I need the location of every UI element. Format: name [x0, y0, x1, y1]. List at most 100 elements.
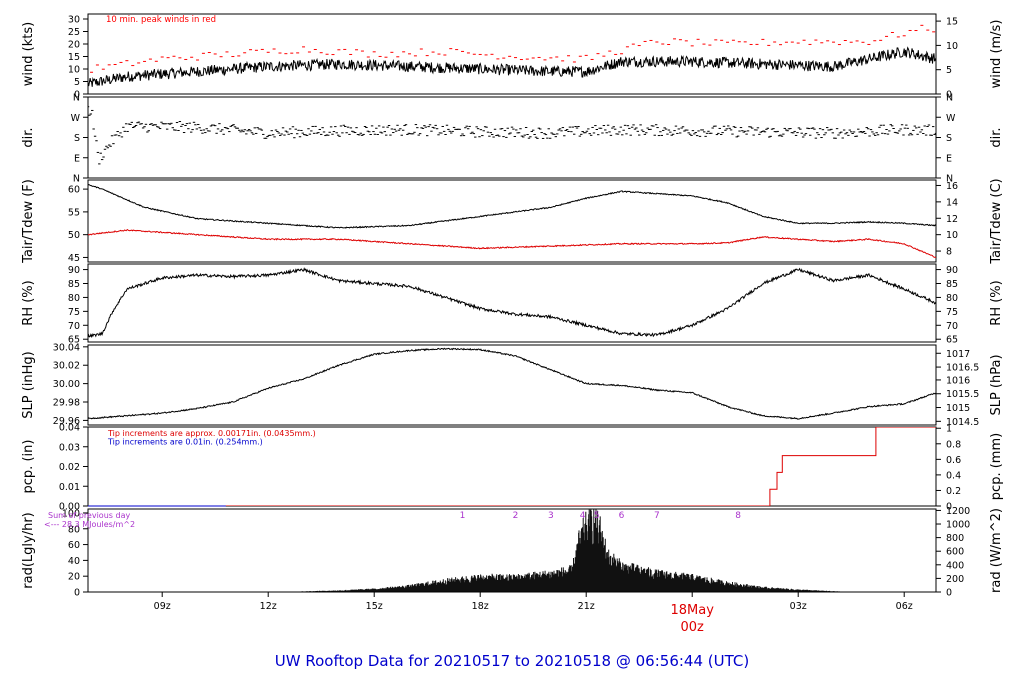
- rad-right-tick-label: 1200: [946, 506, 970, 517]
- pcp-right-tick-label: 1: [946, 424, 952, 435]
- pcp-right-tick-label: 0: [946, 502, 952, 513]
- rh-frame: [87, 263, 937, 343]
- rad-right-tick-label: 600: [946, 547, 964, 558]
- radiation-event-marker: 6: [619, 511, 625, 521]
- rad-ylabel-left: rad(Lgly/hr): [21, 512, 36, 588]
- slp-left-tick-label: 30.02: [53, 361, 80, 372]
- panel-rad: 020406080100020040060080010001200rad(Lgl…: [21, 506, 1004, 599]
- rh-left-tick-label: 70: [68, 321, 80, 332]
- pcp-ylabel-right: pcp. (mm): [989, 433, 1004, 500]
- rad-right-tick-label: 400: [946, 560, 964, 571]
- panel-pcp: 0.00 0.01 0.02 0.03 0.04 0 0.2 0.4 0.6 0.8 1 pcp. (…: [21, 423, 1004, 513]
- chart-title: UW Rooftop Data for 20210517 to 20210518…: [275, 652, 749, 670]
- pcp-ylabel-left: pcp. (in): [21, 440, 36, 494]
- rh-left-tick-label: 80: [68, 293, 80, 304]
- temp-left-tick-label: 50: [68, 230, 80, 241]
- rad-ylabel-right: rad (W/m^2): [989, 508, 1004, 593]
- wind-left-tick-label: 10: [68, 65, 80, 76]
- date-marker-label: 18May: [670, 603, 714, 618]
- radiation-event-marker: 8: [735, 511, 741, 521]
- x-tick-label: 06z: [896, 601, 913, 612]
- rh-right-tick-label: 85: [946, 279, 958, 290]
- wind-left-tick-label: 15: [68, 52, 80, 63]
- temp-right-tick-label: 14: [946, 197, 958, 208]
- temp-left-tick-label: 55: [68, 207, 80, 218]
- midnight-label: 00z: [681, 620, 705, 635]
- wind-right-tick-label: 15: [946, 17, 958, 28]
- dir-right-tick-label: N: [946, 174, 953, 185]
- panel-rh: 65 70 75 80 85 90 65 70 75 80 85 90 RH (%) RH (%): [21, 263, 1004, 346]
- slp-right-tick-label: 1016: [946, 375, 970, 386]
- wind-ylabel-left: wind (kts): [21, 22, 36, 86]
- wind-right-tick-label: 5: [946, 65, 952, 76]
- wind-left-tick-label: 5: [74, 77, 80, 88]
- radiation-event-marker: 3: [548, 511, 554, 521]
- panel-slp: 29.96 29.98 30.00 30.02 30.04 1014.5 1015 1015.…: [21, 342, 1004, 427]
- temp-right-tick-label: 16: [946, 181, 958, 192]
- rad-left-tick-label: 0: [74, 588, 80, 599]
- wind-right-tick-label: 0: [946, 90, 952, 101]
- slp-left-tick-label: 29.98: [53, 398, 80, 409]
- rh-left-tick-label: 90: [68, 265, 80, 276]
- radiation-sum-note: <--- 28.3 MJoules/m^2: [44, 520, 135, 529]
- dir-right-tick-label: E: [946, 153, 952, 164]
- rh-ylabel-left: RH (%): [21, 280, 36, 325]
- slp-right-tick-label: 1015.5: [946, 389, 979, 400]
- x-tick-label: 15z: [366, 601, 383, 612]
- pcp-series-pcp_red: [88, 427, 936, 506]
- temp-right-tick-label: 10: [946, 230, 958, 241]
- rad-right-tick-label: 200: [946, 574, 964, 585]
- slp-ylabel-left: SLP (inHg): [21, 351, 36, 419]
- rh-data: [88, 267, 936, 339]
- pcp-tip-note: Tip increments are approx. 0.00171in. (0…: [107, 429, 316, 438]
- pcp-right-tick-label: 0.2: [946, 486, 961, 497]
- dir-left-tick-label: N: [73, 174, 80, 185]
- dir-left-tick-label: E: [74, 153, 80, 164]
- rh-left-tick-label: 85: [68, 279, 80, 290]
- pcp-right-tick-label: 0.4: [946, 470, 961, 481]
- slp-right-tick-label: 1016.5: [946, 363, 979, 374]
- dir-left-tick-label: S: [74, 133, 80, 144]
- x-tick-label: 12z: [260, 601, 277, 612]
- rh-right-tick-label: 75: [946, 307, 958, 318]
- temp-right-tick-label: 8: [946, 247, 952, 258]
- wind-right-tick-label: 10: [946, 41, 958, 52]
- pcp-left-tick-label: 0.02: [59, 462, 80, 473]
- rad-left-tick-label: 60: [68, 540, 80, 551]
- rh-right-tick-label: 90: [946, 265, 958, 276]
- x-axis: 09z 12z 15z 18z 21z 03z 06z 18May 00z: [154, 592, 913, 635]
- radiation-event-marker: 1: [460, 511, 466, 521]
- wind-ylabel-right: wind (m/s): [989, 20, 1004, 89]
- dir-data: [88, 106, 936, 165]
- dir-right-tick-label: W: [946, 113, 956, 124]
- rh-series-rh: [88, 267, 936, 339]
- wind-left-tick-label: 25: [68, 27, 80, 38]
- wind-frame: [87, 13, 937, 95]
- slp-left-tick-label: 30.04: [53, 342, 80, 353]
- temp-frame: [87, 179, 937, 263]
- slp-frame: [87, 344, 937, 426]
- pcp-right-tick-label: 0.8: [946, 439, 961, 450]
- radiation-event-marker: 4: [580, 511, 586, 521]
- dir-left-tick-label: W: [71, 113, 81, 124]
- x-tick-label: 09z: [154, 601, 171, 612]
- wind-left-tick-label: 20: [68, 40, 80, 51]
- dir-ylabel-left: dir.: [21, 127, 36, 147]
- rad-left-tick-label: 80: [68, 524, 80, 535]
- wind-series-speed: [88, 46, 936, 87]
- temp-ylabel-right: Tair/Tdew (C): [989, 178, 1004, 264]
- pcp-left-tick-label: 0.00: [59, 502, 80, 513]
- slp-series-slp: [88, 347, 936, 420]
- rad-right-tick-label: 1000: [946, 520, 970, 531]
- rad-left-tick-label: 100: [62, 508, 80, 519]
- radiation-event-marker: 7: [654, 511, 660, 521]
- pcp-right-tick-label: 0.6: [946, 455, 961, 466]
- temp-ylabel-left: Tair/Tdew (F): [21, 179, 36, 264]
- slp-data: [88, 347, 936, 420]
- rh-right-tick-label: 80: [946, 293, 958, 304]
- dir-left-tick-label: N: [73, 93, 80, 104]
- slp-right-tick-label: 1017: [946, 349, 970, 360]
- x-tick-label: 18z: [472, 601, 489, 612]
